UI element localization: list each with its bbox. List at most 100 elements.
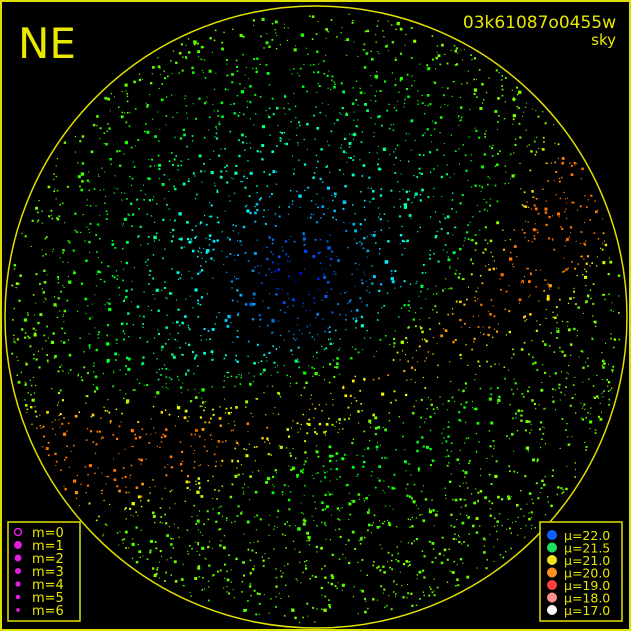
star xyxy=(447,258,451,262)
star xyxy=(552,311,554,313)
star xyxy=(430,216,432,218)
star xyxy=(544,122,547,125)
star xyxy=(30,245,32,247)
star xyxy=(358,264,360,266)
star xyxy=(228,423,230,425)
star xyxy=(357,493,361,496)
star xyxy=(327,31,329,33)
star xyxy=(479,274,482,277)
star xyxy=(546,283,548,285)
star xyxy=(163,286,166,289)
star xyxy=(307,423,311,426)
star xyxy=(433,293,435,295)
star xyxy=(409,526,411,528)
star xyxy=(536,320,538,322)
star xyxy=(226,63,228,65)
star xyxy=(345,319,347,321)
star xyxy=(241,133,244,137)
star xyxy=(376,78,378,80)
star xyxy=(96,251,98,253)
star xyxy=(274,366,276,368)
star xyxy=(370,532,372,534)
star xyxy=(199,271,201,273)
star xyxy=(159,577,161,579)
star xyxy=(57,278,59,280)
star xyxy=(501,88,504,91)
star xyxy=(143,184,145,186)
star xyxy=(335,421,337,423)
star xyxy=(342,90,345,94)
star xyxy=(477,501,479,503)
star xyxy=(359,389,362,392)
star xyxy=(247,160,249,162)
star xyxy=(252,471,254,473)
star xyxy=(66,185,69,188)
star xyxy=(555,170,558,173)
star xyxy=(56,305,58,307)
star xyxy=(516,255,518,258)
star xyxy=(33,357,35,360)
star xyxy=(63,286,65,289)
star xyxy=(243,533,245,535)
star xyxy=(332,399,334,400)
star xyxy=(221,459,224,462)
star xyxy=(341,27,343,29)
star xyxy=(325,165,328,168)
star xyxy=(470,160,472,162)
star xyxy=(566,202,568,204)
star xyxy=(303,63,305,65)
star xyxy=(350,357,353,360)
star xyxy=(490,483,493,486)
star xyxy=(444,288,446,290)
star xyxy=(409,283,411,285)
star xyxy=(42,446,44,448)
star xyxy=(81,379,84,382)
star xyxy=(45,447,49,450)
star xyxy=(596,256,598,258)
star xyxy=(332,359,334,361)
star xyxy=(169,292,172,295)
star xyxy=(392,591,395,593)
star xyxy=(485,91,488,94)
star xyxy=(553,180,555,182)
star xyxy=(365,600,367,602)
star xyxy=(105,210,108,213)
star xyxy=(349,414,351,416)
star xyxy=(302,237,306,241)
star xyxy=(484,136,487,138)
star xyxy=(89,205,92,207)
star xyxy=(450,473,452,475)
star xyxy=(310,309,312,311)
star xyxy=(144,130,146,133)
star xyxy=(468,136,470,138)
star xyxy=(169,507,171,509)
star xyxy=(394,172,397,174)
star xyxy=(392,508,394,510)
star xyxy=(567,302,570,304)
star xyxy=(345,229,348,232)
star xyxy=(109,420,112,422)
star xyxy=(104,202,106,204)
star xyxy=(521,393,524,395)
star xyxy=(215,520,218,523)
star xyxy=(579,205,582,208)
star xyxy=(348,13,350,15)
star xyxy=(121,111,123,114)
star xyxy=(317,71,320,74)
star xyxy=(374,74,379,79)
star xyxy=(569,404,572,407)
star xyxy=(165,383,167,385)
star xyxy=(492,440,495,442)
star xyxy=(104,409,107,412)
star xyxy=(545,317,547,319)
star xyxy=(149,549,152,552)
star xyxy=(361,410,363,412)
star xyxy=(407,198,410,201)
star xyxy=(359,159,361,161)
star xyxy=(315,473,317,475)
star xyxy=(393,390,396,393)
star xyxy=(601,364,603,367)
star xyxy=(372,378,375,381)
star xyxy=(130,146,133,149)
star xyxy=(569,297,572,300)
